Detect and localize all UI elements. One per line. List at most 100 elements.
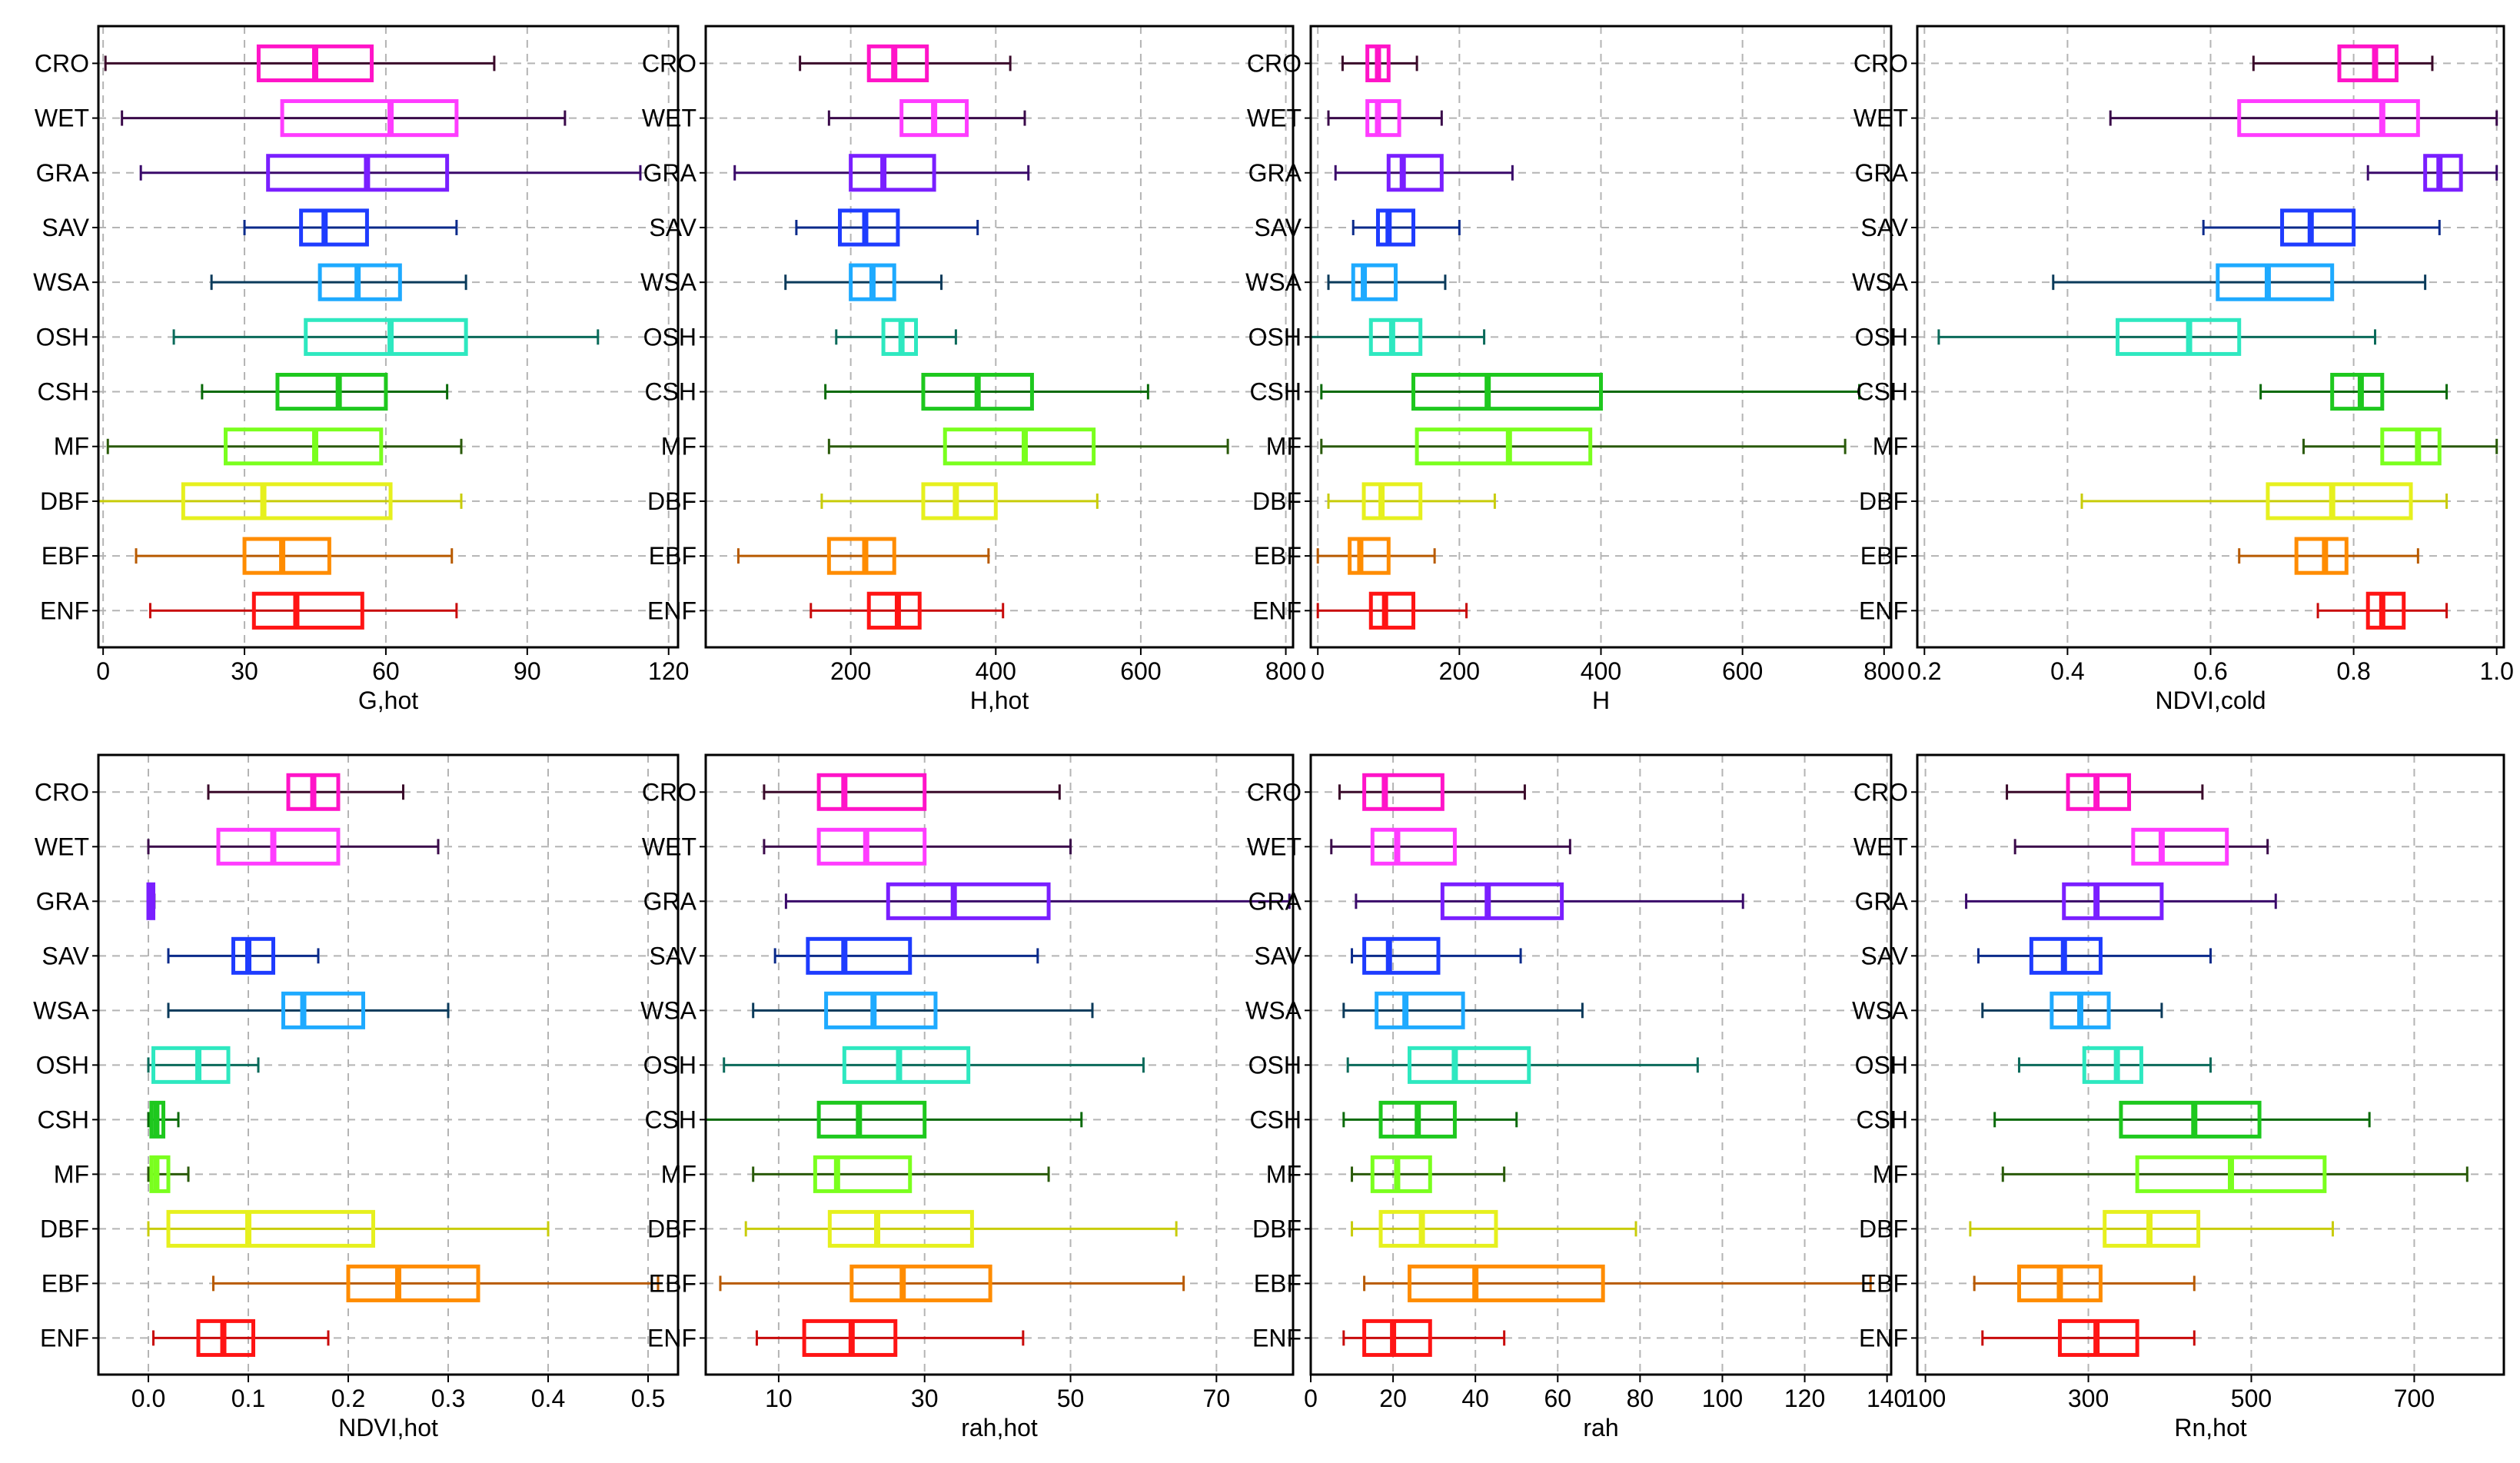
iqr-box	[1348, 537, 1391, 575]
x-tick-label: 700	[2394, 1385, 2435, 1412]
box-dbf	[820, 482, 1099, 520]
x-tick-label: 120	[648, 657, 689, 685]
iqr-box	[2330, 372, 2385, 411]
iqr-box	[166, 1209, 375, 1248]
category-label: OSH	[643, 323, 696, 351]
box-wsa	[752, 991, 1094, 1029]
iqr-box	[280, 99, 459, 138]
category-label: OSH	[643, 1051, 696, 1079]
iqr-box	[281, 991, 365, 1029]
x-tick-label: 100	[1702, 1385, 1743, 1412]
box-enf	[810, 591, 1005, 630]
category-label: OSH	[36, 1051, 89, 1079]
x-tick-label: 1.0	[2479, 657, 2513, 685]
category-label: DBF	[1252, 1215, 1302, 1242]
iqr-box	[2266, 482, 2413, 520]
iqr-box	[849, 154, 936, 192]
x-tick-label: 30	[231, 657, 258, 685]
box-ebf	[135, 537, 454, 575]
box-mf	[2302, 427, 2498, 466]
x-axis-label: H	[1592, 687, 1610, 714]
iqr-box	[1415, 427, 1593, 466]
box-sav	[1351, 208, 1461, 247]
category-label: SAV	[42, 942, 89, 969]
box-cro	[799, 44, 1012, 82]
category-label: CSH	[1249, 378, 1302, 406]
category-label: WET	[642, 105, 696, 132]
category-label: DBF	[1252, 487, 1302, 515]
x-tick-label: 0	[96, 657, 110, 685]
panel-1: CRO WET GRA SAV WSA OSH CSH MF DBF EBF ENF 0 30 60 90 1…	[33, 25, 689, 714]
category-label: WSA	[1245, 996, 1302, 1024]
box-osh	[147, 1046, 260, 1084]
category-label: WSA	[33, 268, 90, 296]
category-label: WET	[1853, 105, 1908, 132]
x-axis-label: rah	[1583, 1414, 1618, 1441]
box-ebf	[212, 1264, 660, 1302]
x-axis-label: rah,hot	[961, 1414, 1038, 1441]
iqr-box	[224, 427, 384, 466]
category-label: MF	[54, 433, 89, 461]
box-enf	[1342, 1318, 1506, 1357]
box-ebf	[1363, 1264, 1872, 1302]
iqr-box	[2237, 99, 2420, 138]
x-tick-label: 60	[372, 657, 400, 685]
category-label: MF	[661, 433, 696, 461]
box-osh	[1309, 318, 1486, 356]
iqr-box	[886, 882, 1051, 920]
box-gra	[1965, 882, 2277, 920]
iqr-box	[1408, 1264, 1605, 1302]
iqr-box	[2423, 154, 2463, 192]
category-label: ENF	[647, 597, 696, 624]
category-label: ENF	[647, 1324, 696, 1352]
x-tick-label: 400	[976, 657, 1016, 685]
box-csh	[2259, 372, 2449, 411]
category-label: OSH	[1248, 323, 1302, 351]
category-label: DBF	[647, 487, 696, 515]
iqr-box	[275, 372, 388, 411]
x-tick-label: 0.5	[631, 1385, 665, 1412]
category-label: ENF	[40, 597, 89, 624]
iqr-box	[2062, 882, 2164, 920]
box-wet	[121, 99, 567, 138]
category-label: DBF	[40, 1215, 89, 1242]
box-wet	[2013, 827, 2269, 866]
category-label: MF	[661, 1160, 696, 1188]
box-mf	[106, 427, 463, 466]
iqr-box	[1408, 1046, 1531, 1084]
box-wet	[2109, 99, 2498, 138]
category-label: WET	[35, 833, 89, 860]
iqr-box	[151, 1046, 231, 1084]
box-dbf	[1351, 1209, 1637, 1248]
panel-5: CRO WET GRA SAV WSA OSH CSH MF DBF EBF ENF 0.0 0.1 0.…	[33, 753, 680, 1441]
iqr-box	[2280, 208, 2356, 247]
category-label: EBF	[42, 542, 89, 570]
category-label: CSH	[1856, 378, 1908, 406]
category-label: ENF	[1859, 1324, 1908, 1352]
box-wsa	[1981, 991, 2163, 1029]
box-sav	[1976, 936, 2212, 975]
x-tick-label: 500	[2231, 1385, 2272, 1412]
iqr-box	[216, 827, 341, 866]
category-label: WSA	[1852, 268, 1909, 296]
iqr-box	[1362, 936, 1441, 975]
category-label: CSH	[37, 378, 89, 406]
iqr-box	[816, 773, 927, 811]
box-wet	[827, 99, 1026, 138]
iqr-box	[1386, 154, 1444, 192]
category-label: MF	[54, 1160, 89, 1188]
category-label: DBF	[1859, 1215, 1908, 1242]
x-tick-label: 0.6	[2193, 657, 2227, 685]
x-tick-label: 200	[1439, 657, 1480, 685]
x-tick-label: 60	[1544, 1385, 1571, 1412]
category-label: CSH	[644, 1106, 696, 1133]
iqr-box	[1378, 1209, 1498, 1248]
category-label: MF	[1873, 433, 1908, 461]
category-label: SAV	[649, 214, 696, 241]
iqr-box	[2337, 44, 2399, 82]
category-label: GRA	[1248, 159, 1302, 187]
box-osh	[723, 1046, 1145, 1084]
box-osh	[1937, 318, 2377, 356]
category-label: SAV	[1860, 942, 1908, 969]
